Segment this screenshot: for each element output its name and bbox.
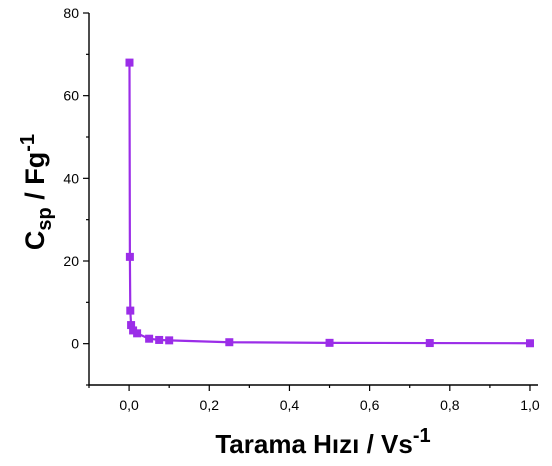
- y-axis-title-superscript: -1: [17, 134, 39, 152]
- data-point: [225, 338, 234, 347]
- y-tick-label: 40: [63, 170, 79, 186]
- data-point: [155, 335, 164, 344]
- data-point: [325, 338, 334, 347]
- data-point: [127, 321, 136, 330]
- x-tick-label: 0,4: [280, 397, 300, 413]
- chart-axes: [88, 13, 538, 386]
- y-axis-title: Csp / Fg-1: [17, 134, 56, 250]
- data-point: [125, 58, 134, 67]
- y-tick-label: 0: [71, 336, 79, 352]
- x-tick-label: 0,6: [360, 397, 380, 413]
- x-axis-title-main: Tarama Hızı / Vs: [215, 429, 413, 459]
- y-tick-label: 20: [63, 253, 79, 269]
- y-tick-label: 80: [63, 5, 79, 21]
- x-axis-title: Tarama Hızı / Vs-1: [215, 425, 430, 459]
- x-tick-label: 0,8: [440, 397, 460, 413]
- y-axis-title-subscript: sp: [34, 207, 56, 230]
- y-axis-title-middle: / Fg: [20, 152, 50, 208]
- data-point: [525, 339, 534, 348]
- y-axis-title-base: C: [20, 231, 50, 251]
- data-point: [125, 252, 134, 261]
- x-tick-label: 0,2: [200, 397, 220, 413]
- data-point: [133, 329, 142, 338]
- axis-frame: [88, 13, 538, 386]
- data-point: [425, 339, 434, 348]
- x-tick-label: 1,0: [520, 397, 540, 413]
- x-tick-label: 0,0: [119, 397, 139, 413]
- data-point: [145, 334, 154, 343]
- x-axis-title-superscript: -1: [413, 425, 431, 447]
- series-line: [128, 62, 530, 345]
- data-point: [129, 326, 138, 335]
- data-point: [126, 306, 135, 315]
- data-point: [165, 336, 174, 345]
- chart-ticks: 0,0 0,2 0,4 0,6 0,8 1,0 0 20 40 60 80: [63, 5, 540, 413]
- y-tick-label: 60: [63, 88, 79, 104]
- chart-series: [125, 58, 534, 348]
